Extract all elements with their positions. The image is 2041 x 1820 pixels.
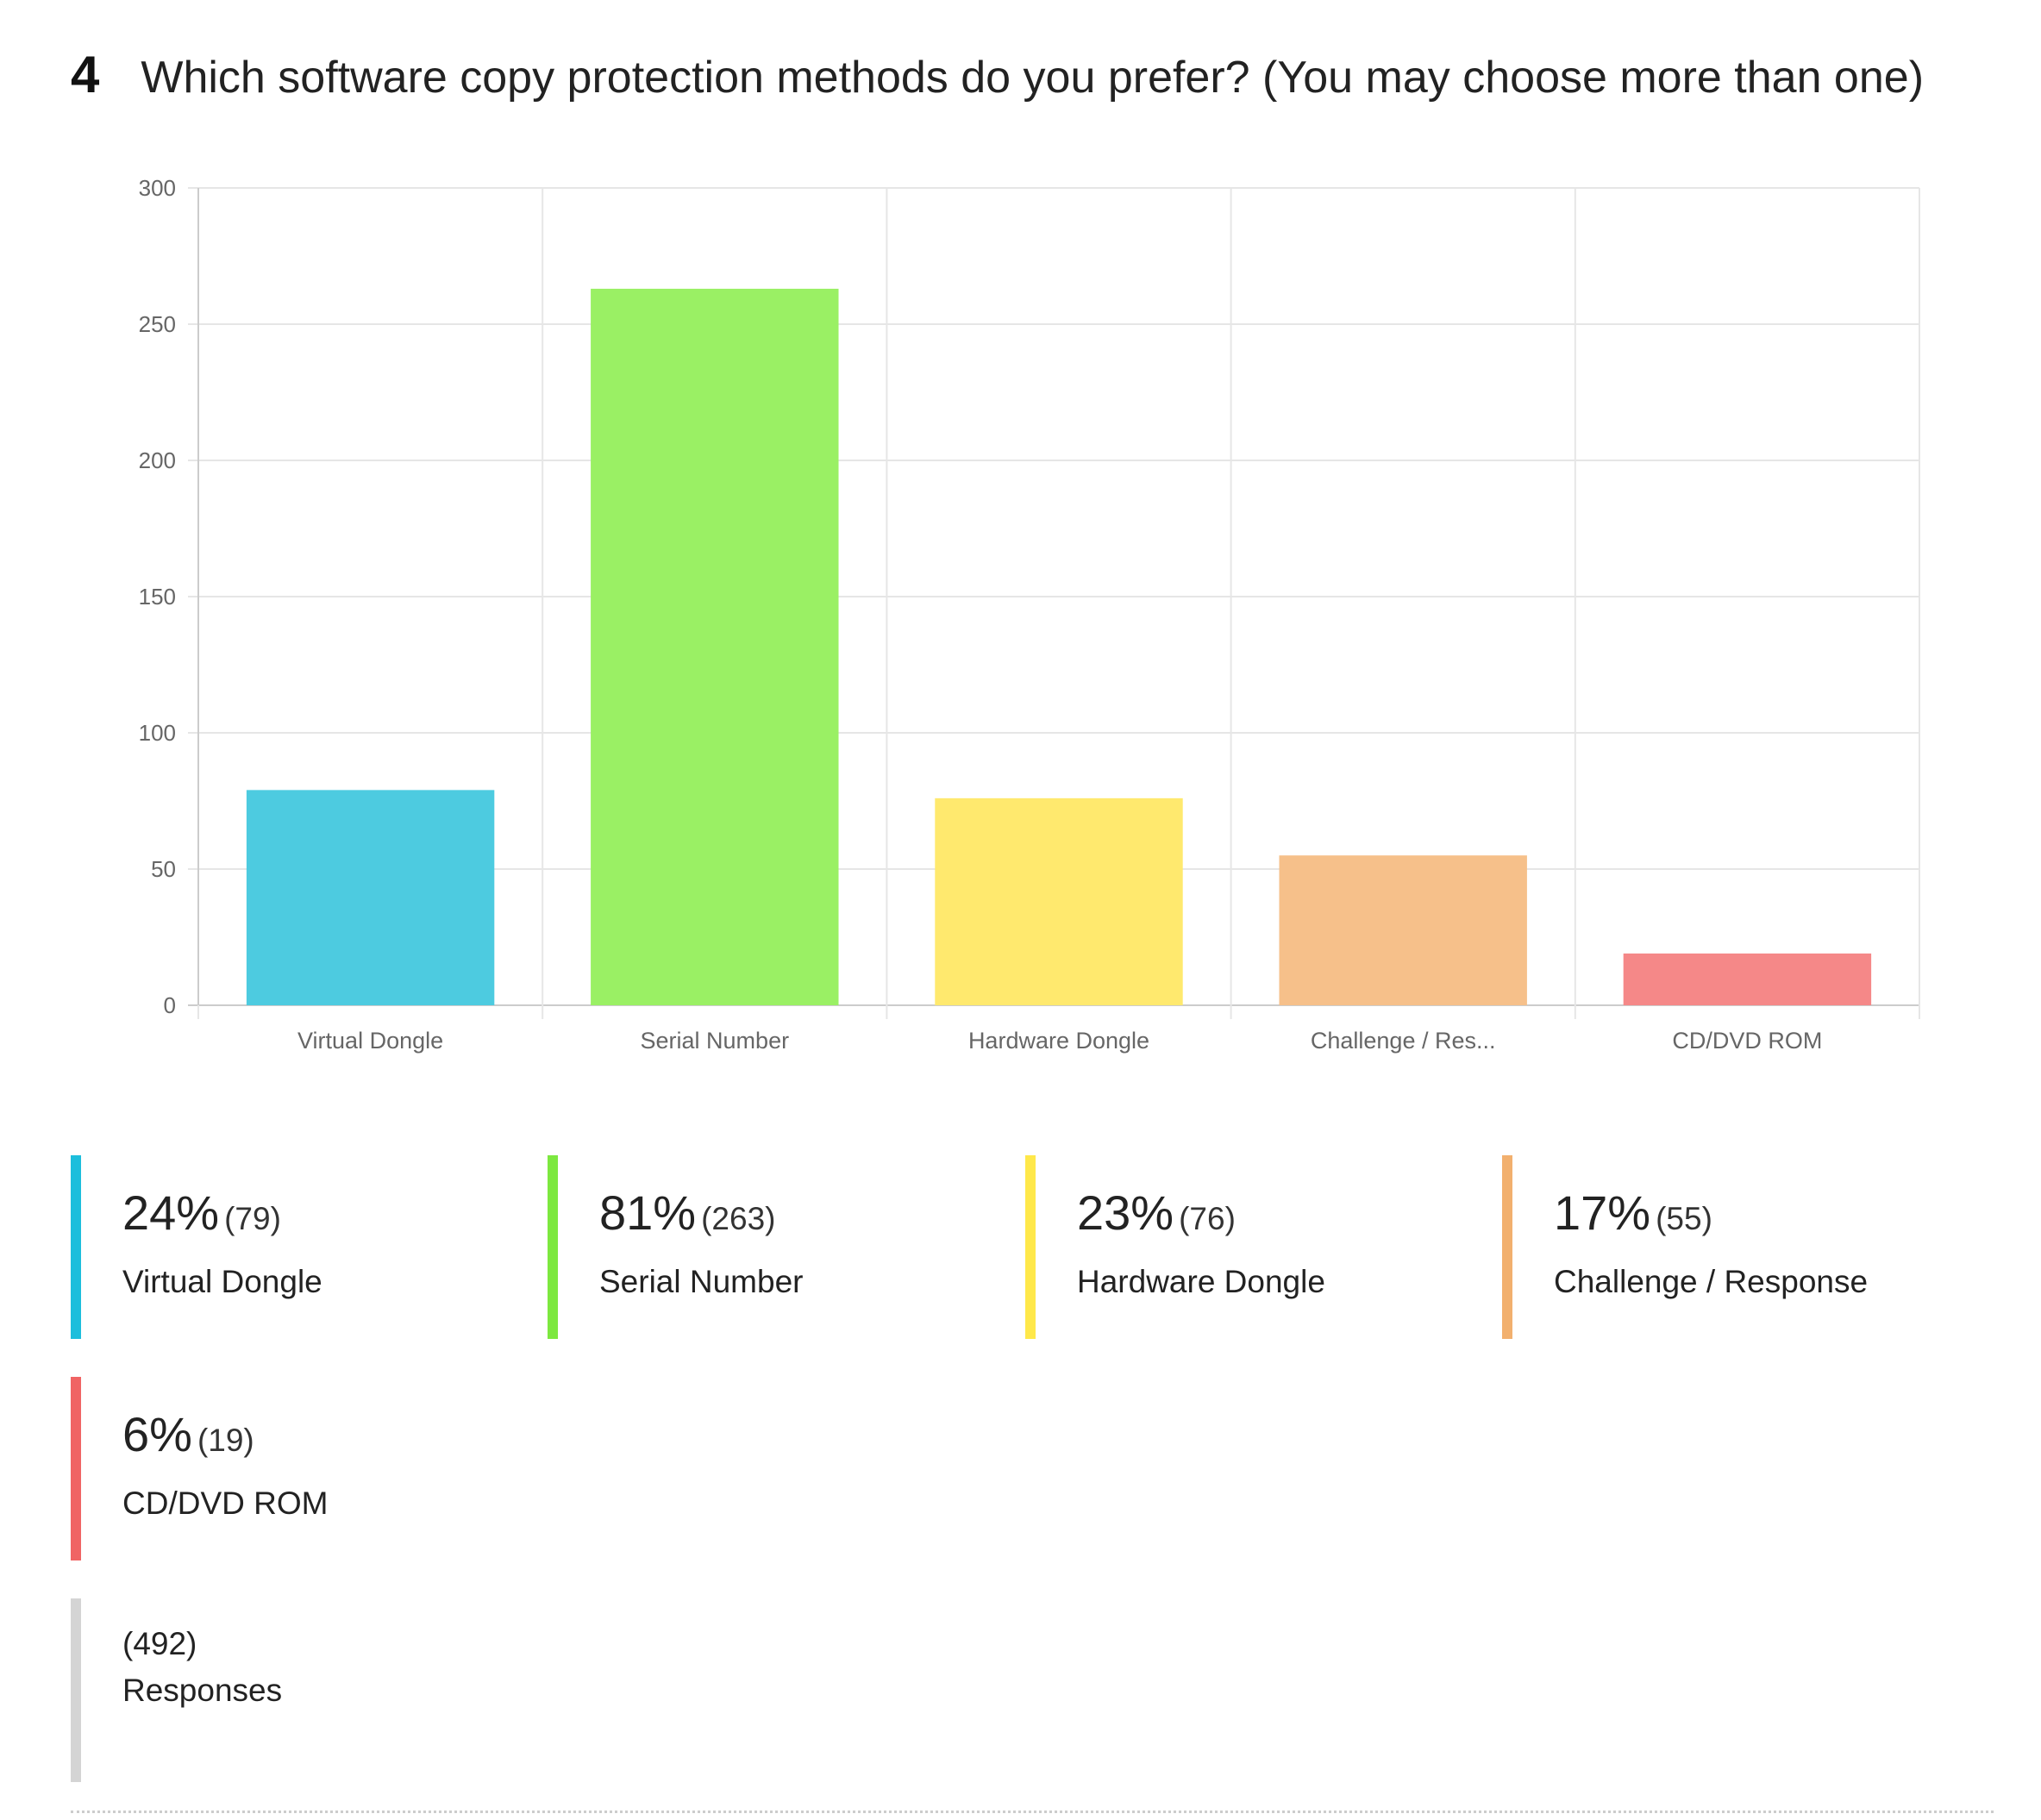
legend-item-challenge-response: 17% (55) Challenge / Response	[1502, 1155, 1933, 1339]
legend-percent: 23%	[1077, 1185, 1174, 1240]
legend-color-bar	[71, 1377, 81, 1560]
bar	[246, 790, 495, 1005]
section-divider	[71, 1811, 1994, 1813]
y-tick-label: 150	[139, 584, 176, 610]
legend-color-bar	[548, 1155, 558, 1339]
bar-chart: 0 50 100 150 200 250 300 Virtual Dongle Serial N…	[139, 175, 1920, 1054]
legend-color-bar	[71, 1155, 81, 1339]
y-tick-label: 50	[151, 856, 176, 882]
legend-count: (76)	[1179, 1201, 1236, 1236]
legend-item-hardware-dongle: 23% (76) Hardware Dongle	[1025, 1155, 1456, 1339]
bar	[935, 797, 1183, 1005]
legend-item-responses: (492) Responses	[71, 1598, 502, 1782]
legend-stats: 17% (55)	[1554, 1185, 1712, 1241]
legend-label: Challenge / Response	[1554, 1264, 1869, 1299]
legend-stats: 23% (76)	[1077, 1185, 1236, 1241]
y-tick-label: 200	[139, 447, 176, 473]
x-tick-label: Serial Number	[641, 1028, 790, 1054]
legend-stats: 81% (263)	[599, 1185, 775, 1241]
bar	[1279, 855, 1527, 1005]
legend-percent: 17%	[1554, 1185, 1651, 1240]
legend-color-bar	[1025, 1155, 1036, 1339]
legend-count: (19)	[197, 1423, 254, 1458]
legend-label: Hardware Dongle	[1077, 1264, 1325, 1299]
legend-item-serial-number: 81% (263) Serial Number	[548, 1155, 979, 1339]
bar	[1623, 953, 1872, 1005]
question-title: Which software copy protection methods d…	[141, 53, 1925, 103]
x-tick-label: Virtual Dongle	[297, 1028, 443, 1054]
legend-percent: 6%	[122, 1407, 192, 1461]
x-tick-label: CD/DVD ROM	[1672, 1028, 1822, 1054]
legend-percent: 24%	[122, 1185, 220, 1240]
y-tick-label: 0	[164, 992, 176, 1018]
question-header: 4 Which software copy protection methods…	[71, 45, 1924, 104]
legend-count: (263)	[701, 1201, 776, 1236]
y-tick-label: 250	[139, 311, 176, 337]
y-tick-label: 100	[139, 720, 176, 746]
x-tick-label: Hardware Dongle	[968, 1028, 1149, 1054]
legend-item-virtual-dongle: 24% (79) Virtual Dongle	[71, 1155, 502, 1339]
y-tick-label: 300	[139, 175, 176, 201]
x-tick-label: Challenge / Res...	[1311, 1028, 1496, 1054]
legend-label: CD/DVD ROM	[122, 1485, 329, 1521]
legend-color-bar	[71, 1598, 81, 1782]
legend-item-cd-dvd-rom: 6% (19) CD/DVD ROM	[71, 1377, 502, 1560]
responses-count: (492)	[122, 1626, 197, 1661]
responses-label: Responses	[122, 1673, 283, 1708]
legend-stats: 24% (79)	[122, 1185, 281, 1241]
legend-percent: 81%	[599, 1185, 697, 1240]
legend-count: (55)	[1656, 1201, 1712, 1236]
legend-count: (79)	[224, 1201, 281, 1236]
legend-label: Serial Number	[599, 1264, 804, 1299]
legend-stats: 6% (19)	[122, 1406, 254, 1462]
legend-label: Virtual Dongle	[122, 1264, 322, 1299]
question-number: 4	[71, 46, 100, 103]
legend-color-bar	[1502, 1155, 1512, 1339]
bar	[591, 288, 839, 1005]
